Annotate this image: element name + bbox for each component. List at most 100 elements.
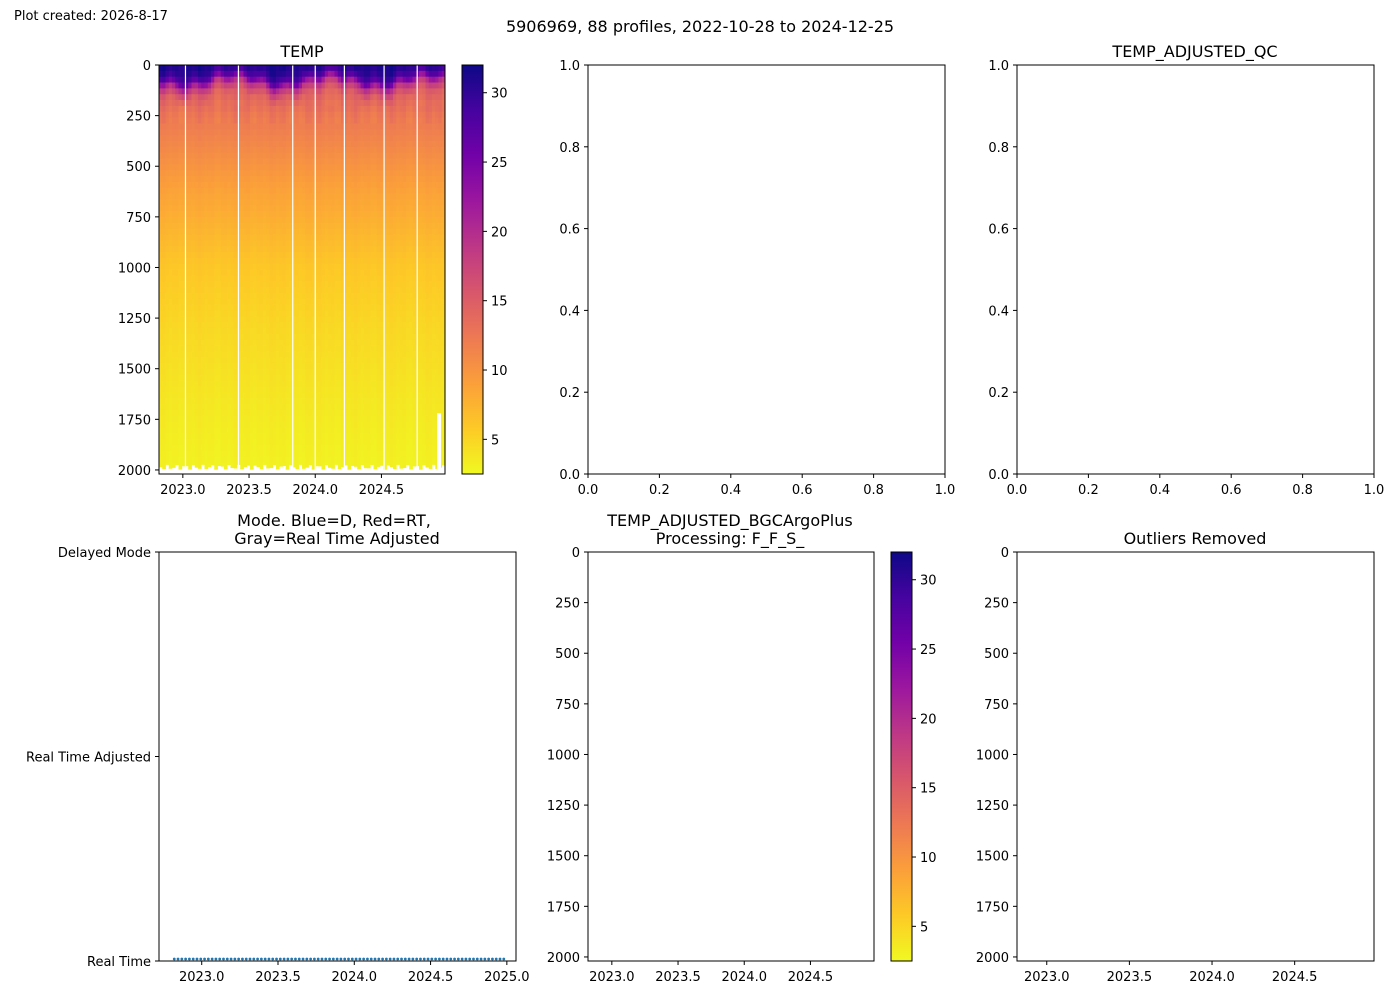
temp-cell bbox=[230, 316, 235, 323]
temp-cell bbox=[389, 263, 394, 270]
temp-cell bbox=[295, 462, 300, 469]
temp-cell bbox=[321, 374, 326, 381]
temp-cell bbox=[185, 181, 189, 189]
temp-cell bbox=[357, 380, 361, 387]
temp-cell bbox=[315, 386, 319, 393]
temp-cell bbox=[350, 433, 355, 440]
temp-cell bbox=[298, 187, 303, 194]
temp-cell bbox=[298, 438, 303, 446]
temp-cell bbox=[233, 374, 238, 381]
temp-cell bbox=[266, 345, 270, 352]
temp-cell bbox=[224, 88, 228, 95]
temp-cell bbox=[350, 234, 355, 241]
temp-cell bbox=[246, 287, 251, 294]
temp-cell bbox=[165, 444, 170, 452]
temp-cell bbox=[188, 403, 192, 411]
temp-cell bbox=[194, 456, 199, 463]
temp-cell bbox=[360, 251, 365, 259]
temp-cell bbox=[253, 421, 257, 428]
temp-cell bbox=[185, 450, 189, 457]
temp-cell bbox=[233, 380, 238, 387]
temp-cell bbox=[178, 456, 183, 463]
temp-cell bbox=[243, 316, 248, 323]
temp-cell bbox=[315, 251, 319, 259]
temp-cell bbox=[198, 135, 202, 142]
temp-cell bbox=[324, 146, 329, 154]
temp-cell bbox=[188, 123, 192, 130]
temp-cell bbox=[276, 316, 280, 323]
temp-cell bbox=[331, 292, 335, 300]
temp-cell bbox=[230, 351, 235, 358]
temp-cell bbox=[370, 100, 374, 107]
temp-cell bbox=[276, 462, 280, 469]
temp-cell bbox=[194, 222, 199, 229]
temp-cell bbox=[389, 438, 394, 446]
temp-cell bbox=[308, 298, 313, 305]
temp-cell bbox=[204, 234, 209, 241]
temp-cell bbox=[159, 76, 163, 83]
temp-cell bbox=[269, 240, 274, 247]
temp-cell bbox=[240, 70, 244, 78]
temp-cell bbox=[298, 351, 303, 358]
temp-cell bbox=[308, 281, 313, 288]
temp-cell bbox=[324, 374, 329, 381]
temp-cell bbox=[357, 193, 361, 200]
plot-created-label: Plot created: 2026-8-17 bbox=[14, 9, 168, 24]
temp-cell bbox=[191, 111, 196, 118]
temp-cell bbox=[282, 146, 287, 154]
temp-cell bbox=[272, 117, 277, 124]
temp-cell bbox=[188, 135, 192, 142]
temp-cell bbox=[334, 129, 339, 136]
temp-cell bbox=[175, 228, 179, 235]
temp-cell bbox=[227, 462, 231, 466]
temp-cell bbox=[211, 193, 215, 200]
temp-cell bbox=[181, 281, 186, 288]
temp-cell bbox=[188, 263, 192, 270]
temp-cell bbox=[178, 117, 183, 124]
temp-cell bbox=[318, 333, 322, 341]
temp-cell bbox=[230, 146, 235, 154]
temp-cell bbox=[185, 222, 189, 229]
temp-cell bbox=[331, 444, 335, 452]
temp-cell bbox=[282, 176, 287, 183]
temp-cell bbox=[250, 468, 254, 470]
temp-cell bbox=[331, 181, 335, 189]
temp-cell bbox=[383, 327, 387, 335]
temp-cell bbox=[302, 105, 306, 113]
temp-cell bbox=[185, 287, 189, 294]
temp-cell bbox=[321, 298, 326, 305]
temp-cell bbox=[162, 140, 166, 148]
temp-cell bbox=[227, 450, 231, 457]
temp-cell bbox=[295, 228, 300, 235]
temp-cell bbox=[292, 304, 296, 311]
temp-cell bbox=[217, 345, 222, 352]
temp-cell bbox=[295, 82, 300, 89]
temp-cell bbox=[321, 70, 326, 78]
temp-cell bbox=[204, 187, 209, 194]
temp-cell bbox=[344, 158, 348, 165]
temp-cell bbox=[321, 409, 326, 416]
temp-cell bbox=[357, 117, 361, 124]
temp-cell bbox=[367, 287, 371, 294]
temp-cell bbox=[253, 281, 257, 288]
temp-cell bbox=[175, 135, 179, 142]
temp-cell bbox=[269, 292, 274, 300]
temp-cell bbox=[214, 234, 218, 241]
temp-cell bbox=[240, 298, 244, 305]
temp-cell bbox=[341, 105, 345, 113]
temp-cell bbox=[175, 351, 179, 358]
temp-cell bbox=[386, 181, 391, 189]
temp-cell bbox=[263, 409, 267, 416]
temp-cell bbox=[276, 170, 280, 177]
temp-cell bbox=[240, 251, 244, 259]
temp-cell bbox=[263, 450, 267, 457]
temp-cell bbox=[344, 316, 348, 323]
temp-cell bbox=[386, 333, 391, 341]
temp-cell bbox=[328, 251, 332, 259]
temp-cell bbox=[311, 140, 316, 148]
temp-cell bbox=[357, 322, 361, 329]
temp-cell bbox=[357, 187, 361, 194]
temp-cell bbox=[279, 135, 283, 142]
temp-cell bbox=[311, 263, 316, 270]
temp-cell bbox=[188, 351, 192, 358]
